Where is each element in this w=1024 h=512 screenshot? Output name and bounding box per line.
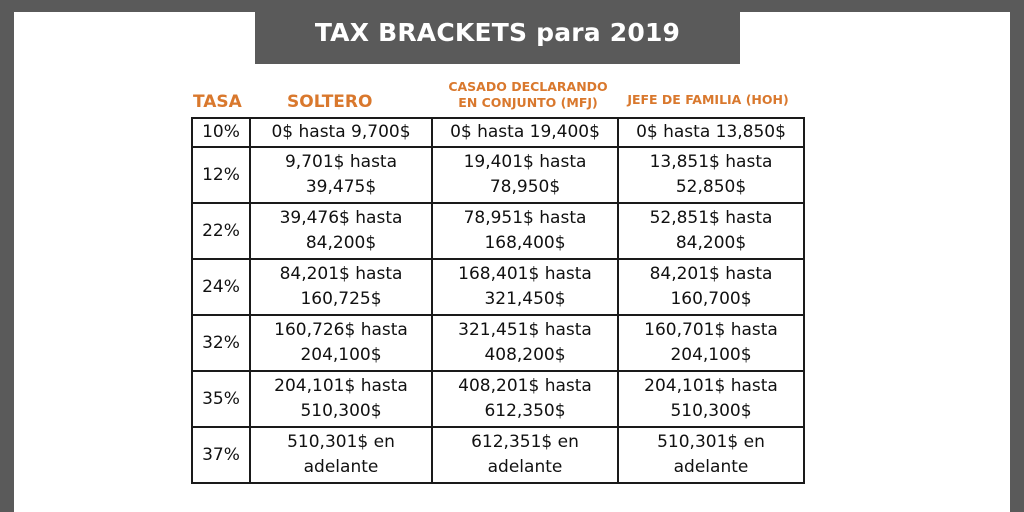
cell-line: 39,476$ hasta: [279, 208, 403, 228]
table-row: 24% 84,201$ hasta 160,725$ 168,401$ hasta…: [191, 258, 805, 316]
cell-line: 84,201$ hasta: [279, 264, 403, 284]
single-cell: 160,726$ hasta 204,100$: [249, 314, 433, 372]
mfj-cell: 321,451$ hasta 408,200$: [431, 314, 619, 372]
single-cell: 9,701$ hasta 39,475$: [249, 146, 433, 204]
cell-line: 78,950$: [489, 177, 561, 197]
cell-line: 510,301$ en: [287, 432, 395, 452]
hoh-cell: 52,851$ hasta 84,200$: [617, 202, 805, 260]
mfj-cell: 19,401$ hasta 78,950$: [431, 146, 619, 204]
cell-line: 84,200$: [305, 233, 377, 253]
cell-line: 321,450$: [484, 289, 566, 309]
header-soltero: SOLTERO: [287, 92, 373, 112]
table-row: 22% 39,476$ hasta 84,200$ 78,951$ hasta 16…: [191, 202, 805, 260]
cell-line: 84,201$ hasta: [649, 264, 773, 284]
cell-line: 39,475$: [305, 177, 377, 197]
header-mfj-line2: EN CONJUNTO (MFJ): [458, 95, 598, 110]
table-row: 10% 0$ hasta 9,700$ 0$ hasta 19,400$ 0$ …: [191, 117, 805, 148]
cell-line: 160,725$: [300, 289, 382, 309]
cell-line: adelante: [673, 457, 749, 477]
mfj-cell: 78,951$ hasta 168,400$: [431, 202, 619, 260]
cell-line: 204,101$ hasta: [644, 376, 778, 396]
cell-line: 321,451$ hasta: [458, 320, 592, 340]
mfj-cell: 0$ hasta 19,400$: [431, 117, 619, 148]
cell-line: 204,100$: [300, 345, 382, 365]
cell-line: 78,951$ hasta: [463, 208, 587, 228]
hoh-cell: 160,701$ hasta 204,100$: [617, 314, 805, 372]
cell-line: 9,701$ hasta: [284, 152, 398, 172]
rate-cell: 32%: [191, 314, 251, 372]
cell-line: adelante: [303, 457, 379, 477]
cell-line: 204,101$ hasta: [274, 376, 408, 396]
header-mfj: CASADO DECLARANDO EN CONJUNTO (MFJ): [436, 79, 620, 111]
hoh-cell: 84,201$ hasta 160,700$: [617, 258, 805, 316]
cell-line: 408,200$: [484, 345, 566, 365]
rate-cell: 37%: [191, 426, 251, 484]
cell-line: 52,851$ hasta: [649, 208, 773, 228]
single-cell: 510,301$ en adelante: [249, 426, 433, 484]
cell-line: adelante: [487, 457, 563, 477]
table-row: 32% 160,726$ hasta 204,100$ 321,451$ hast…: [191, 314, 805, 372]
table-row: 37% 510,301$ en adelante 612,351$ en adela…: [191, 426, 805, 484]
table-row: 35% 204,101$ hasta 510,300$ 408,201$ hast…: [191, 370, 805, 428]
rate-cell: 22%: [191, 202, 251, 260]
single-cell: 84,201$ hasta 160,725$: [249, 258, 433, 316]
hoh-cell: 204,101$ hasta 510,300$: [617, 370, 805, 428]
cell-line: 204,100$: [670, 345, 752, 365]
cell-line: 160,701$ hasta: [644, 320, 778, 340]
cell-line: 168,400$: [484, 233, 566, 253]
mfj-cell: 612,351$ en adelante: [431, 426, 619, 484]
mfj-cell: 408,201$ hasta 612,350$: [431, 370, 619, 428]
cell-line: 612,351$ en: [471, 432, 579, 452]
header-mfj-line1: CASADO DECLARANDO: [448, 79, 608, 94]
single-cell: 39,476$ hasta 84,200$: [249, 202, 433, 260]
rate-cell: 24%: [191, 258, 251, 316]
header-hoh: JEFE DE FAMILIA (HOH): [627, 92, 789, 107]
cell-line: 13,851$ hasta: [649, 152, 773, 172]
single-cell: 0$ hasta 9,700$: [249, 117, 433, 148]
table-row: 12% 9,701$ hasta 39,475$ 19,401$ hasta 78,…: [191, 146, 805, 204]
cell-line: 510,301$ en: [657, 432, 765, 452]
hoh-cell: 510,301$ en adelante: [617, 426, 805, 484]
cell-line: 84,200$: [675, 233, 747, 253]
cell-line: 52,850$: [675, 177, 747, 197]
tax-brackets-table: 10% 0$ hasta 9,700$ 0$ hasta 19,400$ 0$ …: [191, 117, 805, 484]
cell-line: 510,300$: [670, 401, 752, 421]
header-tasa: TASA: [193, 92, 242, 112]
cell-line: 160,700$: [670, 289, 752, 309]
cell-line: 168,401$ hasta: [458, 264, 592, 284]
cell-line: 408,201$ hasta: [458, 376, 592, 396]
page-title: TAX BRACKETS para 2019: [255, 0, 740, 64]
cell-line: 510,300$: [300, 401, 382, 421]
single-cell: 204,101$ hasta 510,300$: [249, 370, 433, 428]
cell-line: 612,350$: [484, 401, 566, 421]
hoh-cell: 13,851$ hasta 52,850$: [617, 146, 805, 204]
rate-cell: 35%: [191, 370, 251, 428]
rate-cell: 12%: [191, 146, 251, 204]
cell-line: 160,726$ hasta: [274, 320, 408, 340]
rate-cell: 10%: [191, 117, 251, 148]
hoh-cell: 0$ hasta 13,850$: [617, 117, 805, 148]
cell-line: 19,401$ hasta: [463, 152, 587, 172]
mfj-cell: 168,401$ hasta 321,450$: [431, 258, 619, 316]
